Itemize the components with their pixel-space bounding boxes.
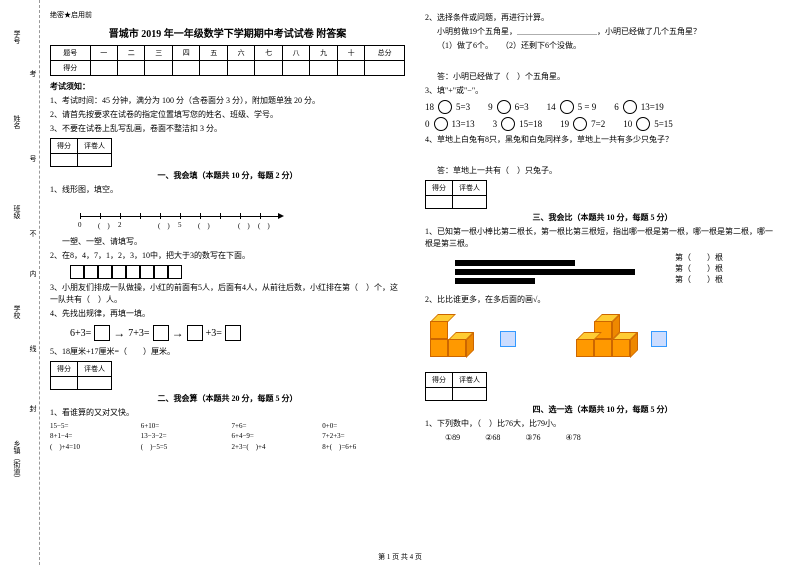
op-row2: 013=13 315=18 197=2 105=15 [425,117,780,131]
arrow-icon: → [172,326,184,341]
th-total: 总分 [365,46,405,61]
margin-char4: 内 [28,270,38,277]
section1-title: 一、我会填（本题共 10 分，每题 2 分） [50,170,405,181]
th2: 二 [118,46,145,61]
th10: 十 [337,46,364,61]
notice2: 2、请首先按要求在试卷的指定位置填写您的姓名、班级、学号。 [50,109,405,121]
th-num: 题号 [51,46,91,61]
section3-title: 三、我会比（本题共 10 分，每题 5 分） [425,212,780,223]
s3q1: 1、已知第一根小棒比第二根长，第一根比第三根短，指出哪一根是第一根，哪一根是第二… [425,226,780,250]
notice-title: 考试须知： [50,81,405,92]
check-box-2[interactable] [651,331,667,347]
margin-xiangzhen: 乡镇（街道） [12,440,22,482]
arrow-icon: → [113,326,125,341]
margin-xuehao: 学号 [12,30,22,44]
s4q1: 1、下列数中，（ ）比76大，比79小。 [425,418,780,430]
left-column: 绝密★启用前 晋城市 2019 年一年级数学下学期期中考试试卷 附答案 题号 一… [50,10,405,455]
cubes-comparison [425,314,780,364]
r-q2: 2、选择条件或问题，再进行计算。 [425,12,780,24]
bar-3 [455,278,535,284]
r-q2a: 小明剪做19个五角星，＿＿＿＿＿＿＿＿＿＿，小明已经做了几个五角星？ [425,26,780,38]
bar-2 [455,269,635,275]
th7: 七 [255,46,282,61]
grade-box-3: 得分评卷人 [425,180,487,209]
r-q2b: （1）做了6个。 （2）还剩下6个没做。 [425,40,780,52]
margin-char3: 不 [28,230,38,237]
calc-grid: 15−5=6+10=7+6=0+0= 8+1−4=13−3−2=6+4−9=7+… [50,422,405,452]
s1q3: 3、小朋友们排成一队做操，小红的前面有5人，后面有4人，从前往后数，小红排在第（… [50,282,405,306]
th9: 九 [310,46,337,61]
secret-label: 绝密★启用前 [50,10,405,20]
margin-char6: 封 [28,405,38,412]
s1q2: 2、在8，4，7，1，2，3，10中，把大于3的数写在下面。 [50,250,405,262]
r-q3: 3、填"+"或"−"。 [425,85,780,97]
page-content: 绝密★启用前 晋城市 2019 年一年级数学下学期期中考试试卷 附答案 题号 一… [0,0,800,460]
tr-score: 得分 [51,61,91,76]
check-box-1[interactable] [500,331,516,347]
grade-box-2: 得分评卷人 [50,361,112,390]
bar-1 [455,260,575,266]
s4-options: ①89 ②68 ③76 ④78 [445,433,780,442]
s3q2: 2、比比谁更多，在多后面的画√。 [425,294,780,306]
r-q4: 4、草地上白兔有8只，黑兔和白兔同样多，草地上一共有多少只兔子？ [425,134,780,146]
s1q1: 1、线形图，填空。 [50,184,405,196]
mini-grader: 评卷人 [78,139,112,154]
notice1: 1、考试时间：45 分钟，满分为 100 分（含卷面分 3 分），附加题单独 2… [50,95,405,107]
r-ans2: 答：小明已经做了（ ）个五角星。 [425,71,780,83]
binding-margin: 学号 姓名 班级 学校 乡镇（街道） 考 号 不 内 线 封 [0,0,40,565]
cube-stack-1 [425,314,485,364]
pattern-equation: 6+3= → 7+3= → +3= [70,325,405,341]
mini-score: 得分 [51,139,78,154]
th1: 一 [90,46,117,61]
opt-c[interactable]: ③76 [525,433,540,442]
section2-title: 二、我会算（本题共 20 分，每题 5 分） [50,393,405,404]
op-row1: 185=3 96=3 145 = 9 613=19 [425,100,780,114]
s2q1: 1、看谁算的又对又快。 [50,407,405,419]
notice3: 3、不要在试卷上乱写乱画，卷面不整洁扣 3 分。 [50,123,405,135]
grade-box-1: 得分评卷人 [50,138,112,167]
opt-d[interactable]: ④78 [566,433,581,442]
section4-title: 四、选一选（本题共 10 分，每题 5 分） [425,404,780,415]
exam-title: 晋城市 2019 年一年级数学下学期期中考试试卷 附答案 [50,25,405,40]
cube-stack-2 [576,314,636,364]
th3: 三 [145,46,172,61]
page-footer: 第 1 页 共 4 页 [0,552,800,562]
margin-xingming: 姓名 [12,115,22,129]
answer-boxes[interactable] [70,265,405,279]
opt-b[interactable]: ②68 [485,433,500,442]
s1q4: 4、先找出规律，再填一填。 [50,308,405,320]
th8: 八 [282,46,309,61]
score-table: 题号 一 二 三 四 五 六 七 八 九 十 总分 得分 [50,45,405,76]
right-column: 2、选择条件或问题，再进行计算。 小明剪做19个五角星，＿＿＿＿＿＿＿＿＿＿，小… [425,10,780,455]
margin-char2: 号 [28,155,38,162]
r-ans4: 答：草地上一共有（ ）只兔子。 [425,165,780,177]
margin-banji: 班级 [12,205,22,219]
margin-char1: 考 [28,70,38,77]
number-line: 0 2 5 ( ) ( ) ( ) ( ) ( ) [80,201,300,231]
s1q1b: 一塑、一塑、请填写。 [50,236,405,248]
s1q5: 5、18厘米+17厘米=（ ）厘米。 [50,346,405,358]
margin-xuexiao: 学校 [12,305,22,319]
th5: 五 [200,46,227,61]
th4: 四 [172,46,199,61]
opt-a[interactable]: ①89 [445,433,460,442]
bar-chart [455,257,635,287]
margin-char5: 线 [28,345,38,352]
bar-answers: 第（ ）根 第（ ）根 第（ ）根 [675,252,723,286]
grade-box-4: 得分评卷人 [425,372,487,401]
th6: 六 [227,46,254,61]
